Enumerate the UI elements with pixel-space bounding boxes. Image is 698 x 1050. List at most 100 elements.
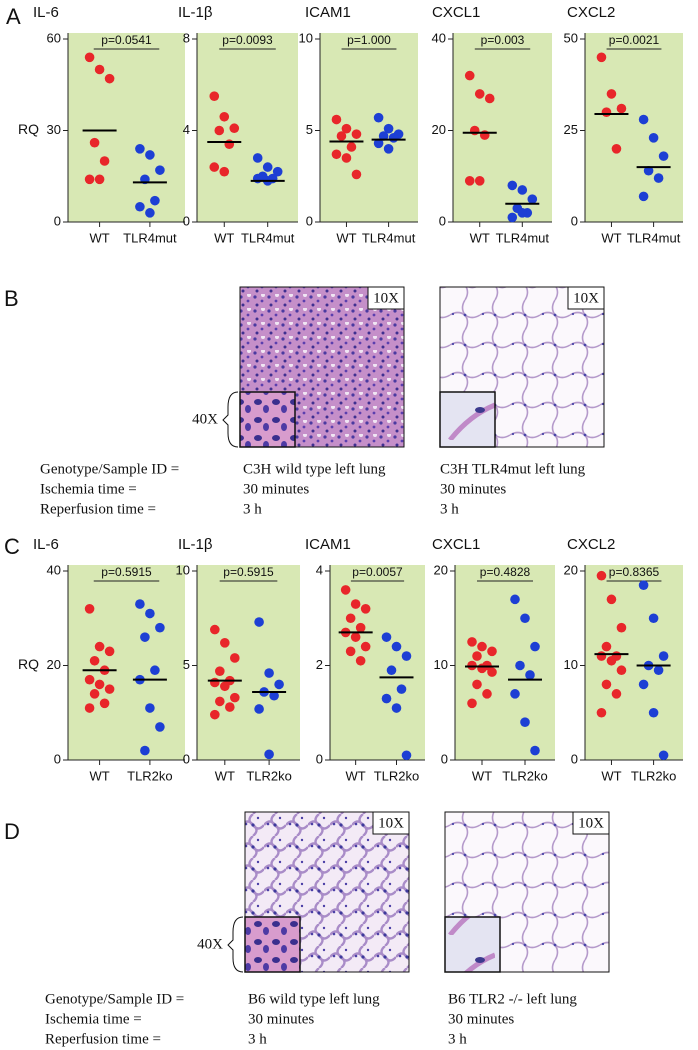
x-tick-label: WT	[470, 230, 490, 245]
data-point	[606, 655, 617, 666]
data-point	[469, 125, 480, 136]
y-tick-label: 4	[183, 122, 190, 137]
data-point	[99, 698, 110, 709]
data-point	[135, 144, 145, 154]
data-point	[225, 702, 235, 712]
panel-label: A	[6, 4, 21, 29]
sample-info: 30 minutes	[440, 481, 506, 497]
plot-area	[197, 565, 300, 760]
row-label: Ischemia time =	[40, 481, 137, 497]
data-point	[230, 692, 240, 703]
data-point	[254, 704, 264, 714]
data-point	[391, 703, 402, 713]
y-tick-label: 0	[571, 751, 578, 766]
data-point	[331, 149, 342, 160]
data-point	[381, 693, 392, 704]
y-tick-label: 60	[47, 30, 61, 45]
data-point	[229, 123, 240, 134]
y-tick-label: 10	[176, 562, 190, 577]
data-point	[378, 131, 389, 141]
data-point	[264, 749, 274, 760]
data-point	[643, 165, 654, 176]
y-tick-label: 25	[564, 122, 578, 137]
p-value: p=0.8365	[609, 565, 660, 579]
data-point	[515, 660, 525, 671]
sample-info: B6 TLR2 -/- left lung	[448, 991, 577, 1007]
data-point	[155, 165, 165, 175]
data-point	[507, 212, 518, 223]
data-point	[84, 174, 95, 185]
data-point	[210, 709, 220, 720]
plot-area	[330, 565, 425, 760]
row-label: Reperfusion time =	[45, 1031, 161, 1047]
sample-info: 30 minutes	[248, 1011, 314, 1027]
data-point	[89, 655, 100, 666]
x-tick-label: TLR4mut	[362, 230, 416, 245]
plot-area	[68, 565, 185, 760]
data-point	[611, 144, 622, 154]
data-point	[210, 677, 220, 688]
x-tick-label: WT	[89, 768, 109, 783]
data-point	[601, 679, 612, 690]
inset-bracket	[227, 916, 244, 973]
sample-info: 3 h	[248, 1031, 267, 1047]
data-point	[517, 185, 528, 195]
x-tick-label: WT	[214, 230, 234, 245]
data-point	[89, 137, 100, 148]
inset-label: 40X	[192, 411, 218, 427]
data-point	[104, 73, 115, 84]
data-point	[220, 638, 230, 648]
data-point	[224, 139, 235, 150]
panel-label: B	[4, 286, 19, 311]
y-tick-label: 40	[432, 30, 446, 45]
data-point	[373, 112, 384, 123]
row-label: Reperfusion time =	[40, 501, 156, 517]
x-tick-label: TLR4mut	[627, 230, 681, 245]
data-point	[264, 668, 274, 678]
data-point	[135, 201, 145, 212]
data-point	[345, 646, 356, 657]
data-point	[487, 646, 497, 657]
x-tick-label: WT	[336, 230, 356, 245]
y-tick-label: 20	[564, 562, 578, 577]
magnification-label: 10X	[578, 815, 604, 831]
data-point	[464, 70, 475, 81]
plot-area	[585, 565, 683, 760]
x-tick-label: TLR2ko	[127, 768, 173, 783]
y-axis-label: RQ	[18, 656, 39, 672]
y-tick-label: 5	[183, 657, 190, 672]
data-point	[345, 613, 356, 624]
data-point	[648, 613, 659, 624]
y-tick-label: 20	[47, 657, 61, 672]
data-point	[472, 679, 482, 690]
data-point	[340, 585, 351, 595]
plot-area	[320, 33, 418, 222]
chart-title: IL-1β	[178, 4, 213, 21]
y-tick-label: 0	[441, 751, 448, 766]
y-tick-label: 5	[306, 122, 313, 137]
data-point	[341, 123, 352, 134]
x-tick-label: TLR2ko	[631, 768, 677, 783]
data-point	[638, 114, 649, 125]
data-point	[145, 608, 155, 619]
data-point	[94, 641, 105, 652]
data-point	[209, 162, 220, 172]
data-point	[360, 641, 371, 652]
data-point	[230, 653, 240, 663]
chart-title: ICAM1	[305, 4, 351, 21]
data-point	[140, 745, 150, 756]
y-tick-label: 20	[434, 562, 448, 577]
data-point	[94, 174, 105, 185]
data-point	[596, 52, 607, 63]
sample-info: 30 minutes	[243, 481, 309, 497]
data-point	[381, 632, 392, 642]
data-point	[530, 641, 540, 652]
data-point	[346, 142, 357, 152]
data-point	[355, 622, 366, 633]
data-point	[510, 689, 520, 699]
p-value: p=0.4828	[480, 565, 531, 579]
chart-title: ICAM1	[305, 536, 351, 553]
sample-info: C3H TLR4mut left lung	[440, 461, 586, 477]
magnification-box	[372, 811, 410, 835]
